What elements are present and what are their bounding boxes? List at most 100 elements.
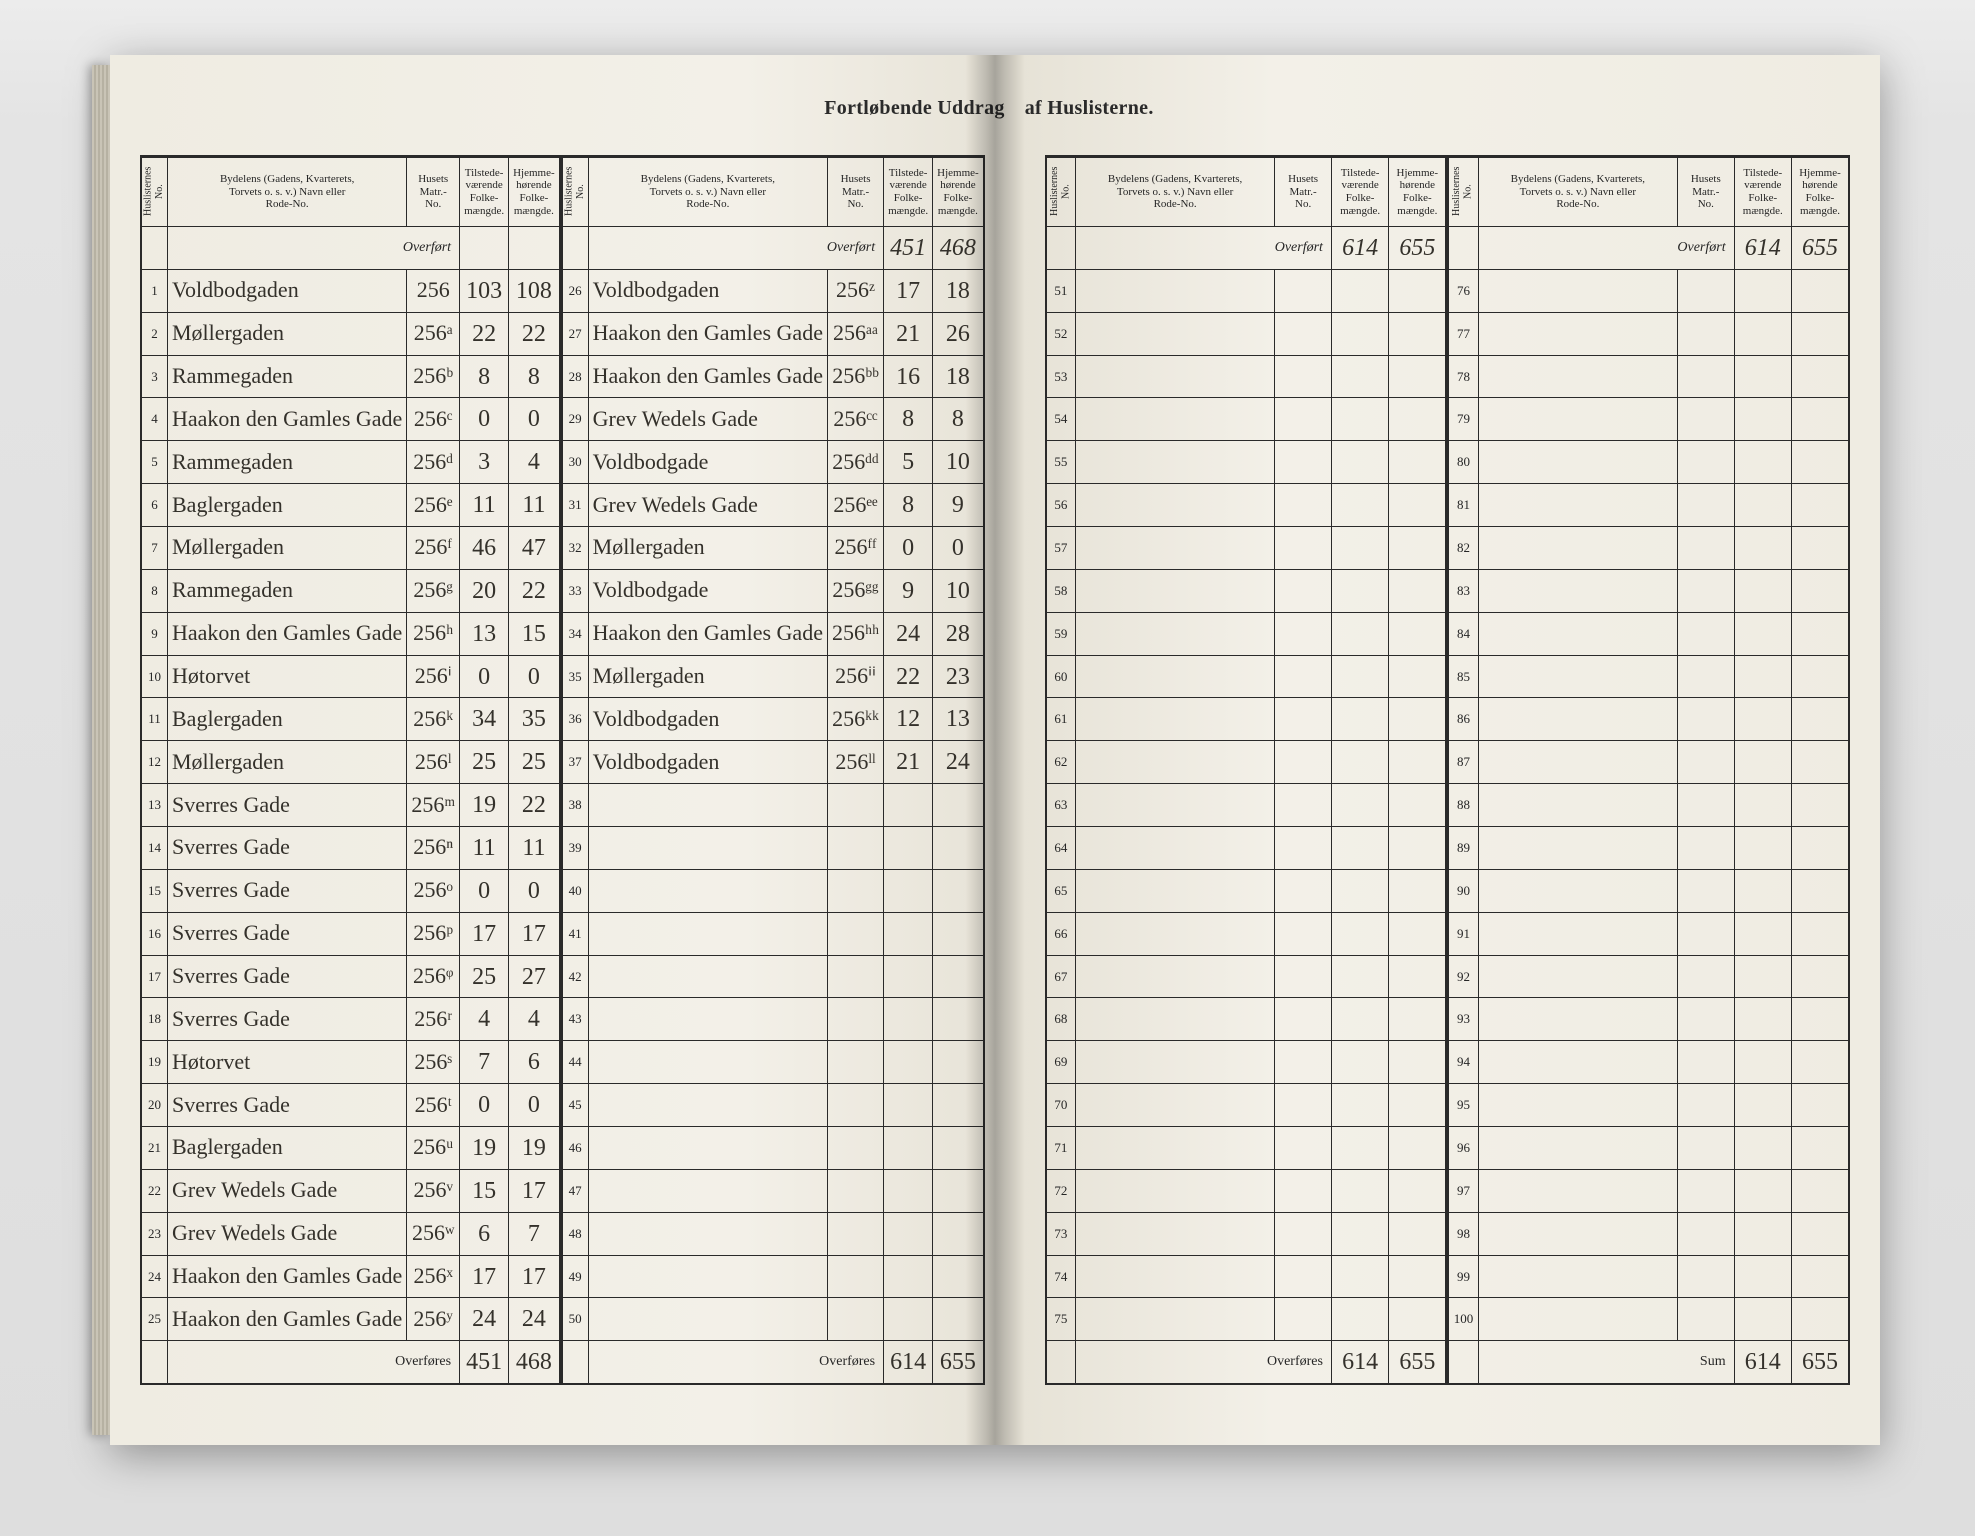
ledger-row: 13 Sverres Gade 256ᵐ 19 22	[141, 784, 560, 827]
ledger-row: 33 Voldbodgade 256ᵍᵍ 9 10	[562, 569, 984, 612]
ledger-row: 79	[1448, 398, 1849, 441]
ledger-row: 68	[1046, 998, 1447, 1041]
ledger-row: 84	[1448, 612, 1849, 655]
ledger-row: 29 Grev Wedels Gade 256ᶜᶜ 8 8	[562, 398, 984, 441]
ledger-row: 83	[1448, 569, 1849, 612]
left-columns: HuslisternesNo. Bydelens (Gadens, Kvarte…	[140, 155, 985, 1385]
ledger-row: 49	[562, 1255, 984, 1298]
ledger-row: 52	[1046, 312, 1447, 355]
ledger-row: 63	[1046, 784, 1447, 827]
ledger-row: 46	[562, 1127, 984, 1170]
carry-out-row: Overføres 614 655	[1046, 1341, 1447, 1384]
ledger-row: 1 Voldbodgaden 256 103 108	[141, 269, 560, 312]
ledger-row: 23 Grev Wedels Gade 256ʷ 6 7	[141, 1212, 560, 1255]
ledger-row: 24 Haakon den Gamles Gade 256ˣ 17 17	[141, 1255, 560, 1298]
ledger-row: 54	[1046, 398, 1447, 441]
ledger-row: 36 Voldbodgaden 256ᵏᵏ 12 13	[562, 698, 984, 741]
ledger-row: 85	[1448, 655, 1849, 698]
ledger-row: 57	[1046, 527, 1447, 570]
ledger-row: 12 Møllergaden 256ˡ 25 25	[141, 741, 560, 784]
ledger-row: 95	[1448, 1084, 1849, 1127]
ledger-row: 40	[562, 869, 984, 912]
carry-in-row: Overført 451 468	[562, 227, 984, 270]
ledger-row: 34 Haakon den Gamles Gade 256ʰʰ 24 28	[562, 612, 984, 655]
ledger-row: 71	[1046, 1127, 1447, 1170]
desk-surface: Fortløbende Uddrag HuslisternesNo. Bydel…	[0, 0, 1975, 1536]
carry-in-row: Overført 614 655	[1046, 227, 1447, 270]
carry-in-row: Overført 614 655	[1448, 227, 1849, 270]
ledger-row: 86	[1448, 698, 1849, 741]
ledger-row: 45	[562, 1084, 984, 1127]
carry-out-row: Sum 614 655	[1448, 1341, 1849, 1384]
ledger-row: 98	[1448, 1212, 1849, 1255]
ledger-row: 74	[1046, 1255, 1447, 1298]
ledger-row: 41	[562, 912, 984, 955]
ledger-row: 15 Sverres Gade 256ᵒ 0 0	[141, 869, 560, 912]
ledger-row: 22 Grev Wedels Gade 256ᵛ 15 17	[141, 1169, 560, 1212]
ledger-row: 99	[1448, 1255, 1849, 1298]
ledger-row: 42	[562, 955, 984, 998]
ledger-row: 60	[1046, 655, 1447, 698]
ledger-row: 11 Baglergaden 256ᵏ 34 35	[141, 698, 560, 741]
ledger-row: 70	[1046, 1084, 1447, 1127]
ledger-row: 43	[562, 998, 984, 1041]
ledger-row: 44	[562, 1041, 984, 1084]
ledger-row: 18 Sverres Gade 256ʳ 4 4	[141, 998, 560, 1041]
ledger-row: 64	[1046, 827, 1447, 870]
ledger-row: 37 Voldbodgaden 256ˡˡ 21 24	[562, 741, 984, 784]
ledger-row: 80	[1448, 441, 1849, 484]
right-page: af Huslisterne. HuslisternesNo. Bydelens…	[1015, 55, 1880, 1445]
ledger-row: 10 Høtorvet 256ⁱ 0 0	[141, 655, 560, 698]
ledger-row: 4 Haakon den Gamles Gade 256ᶜ 0 0	[141, 398, 560, 441]
ledger-row: 31 Grev Wedels Gade 256ᵉᵉ 8 9	[562, 484, 984, 527]
ledger-row: 19 Høtorvet 256ˢ 7 6	[141, 1041, 560, 1084]
ledger-row: 30 Voldbodgade 256ᵈᵈ 5 10	[562, 441, 984, 484]
ledger-row: 65	[1046, 869, 1447, 912]
ledger-row: 73	[1046, 1212, 1447, 1255]
carry-out-row: Overføres 614 655	[562, 1341, 984, 1384]
ledger-row: 89	[1448, 827, 1849, 870]
ledger-block-a: HuslisternesNo. Bydelens (Gadens, Kvarte…	[140, 155, 561, 1385]
ledger-row: 88	[1448, 784, 1849, 827]
ledger-row: 92	[1448, 955, 1849, 998]
ledger-row: 51	[1046, 269, 1447, 312]
ledger-row: 14 Sverres Gade 256ⁿ 11 11	[141, 827, 560, 870]
ledger-row: 100	[1448, 1298, 1849, 1341]
ledger-row: 76	[1448, 269, 1849, 312]
ledger-row: 21 Baglergaden 256ᵘ 19 19	[141, 1127, 560, 1170]
ledger-row: 3 Rammegaden 256ᵇ 8 8	[141, 355, 560, 398]
ledger-row: 7 Møllergaden 256ᶠ 46 47	[141, 527, 560, 570]
ledger-row: 69	[1046, 1041, 1447, 1084]
ledger-row: 94	[1448, 1041, 1849, 1084]
ledger-row: 50	[562, 1298, 984, 1341]
ledger-row: 48	[562, 1212, 984, 1255]
ledger-row: 8 Rammegaden 256ᵍ 20 22	[141, 569, 560, 612]
ledger-row: 5 Rammegaden 256ᵈ 3 4	[141, 441, 560, 484]
ledger-row: 28 Haakon den Gamles Gade 256ᵇᵇ 16 18	[562, 355, 984, 398]
ledger-row: 27 Haakon den Gamles Gade 256ᵃᵃ 21 26	[562, 312, 984, 355]
page-title-right: af Huslisterne.	[1015, 97, 1880, 120]
ledger-row: 26 Voldbodgaden 256ᶻ 17 18	[562, 269, 984, 312]
ledger-row: 32 Møllergaden 256ᶠᶠ 0 0	[562, 527, 984, 570]
page-title-left: Fortløbende Uddrag	[110, 97, 1015, 120]
ledger-row: 81	[1448, 484, 1849, 527]
ledger-row: 75	[1046, 1298, 1447, 1341]
ledger-row: 56	[1046, 484, 1447, 527]
ledger-row: 25 Haakon den Gamles Gade 256ʸ 24 24	[141, 1298, 560, 1341]
page-stack-edge	[92, 65, 110, 1435]
ledger-row: 47	[562, 1169, 984, 1212]
ledger-row: 97	[1448, 1169, 1849, 1212]
ledger-row: 16 Sverres Gade 256ᵖ 17 17	[141, 912, 560, 955]
ledger-row: 53	[1046, 355, 1447, 398]
ledger-row: 72	[1046, 1169, 1447, 1212]
ledger-block-d: HuslisternesNo. Bydelens (Gadens, Kvarte…	[1447, 155, 1850, 1385]
ledger-row: 58	[1046, 569, 1447, 612]
ledger-row: 78	[1448, 355, 1849, 398]
ledger-row: 55	[1046, 441, 1447, 484]
ledger-row: 38	[562, 784, 984, 827]
carry-in-row: Overført	[141, 227, 560, 270]
ledger-block-b: HuslisternesNo. Bydelens (Gadens, Kvarte…	[561, 155, 985, 1385]
left-page: Fortløbende Uddrag HuslisternesNo. Bydel…	[110, 55, 1015, 1445]
right-columns: HuslisternesNo. Bydelens (Gadens, Kvarte…	[1045, 155, 1850, 1385]
ledger-row: 17 Sverres Gade 256ᵠ 25 27	[141, 955, 560, 998]
